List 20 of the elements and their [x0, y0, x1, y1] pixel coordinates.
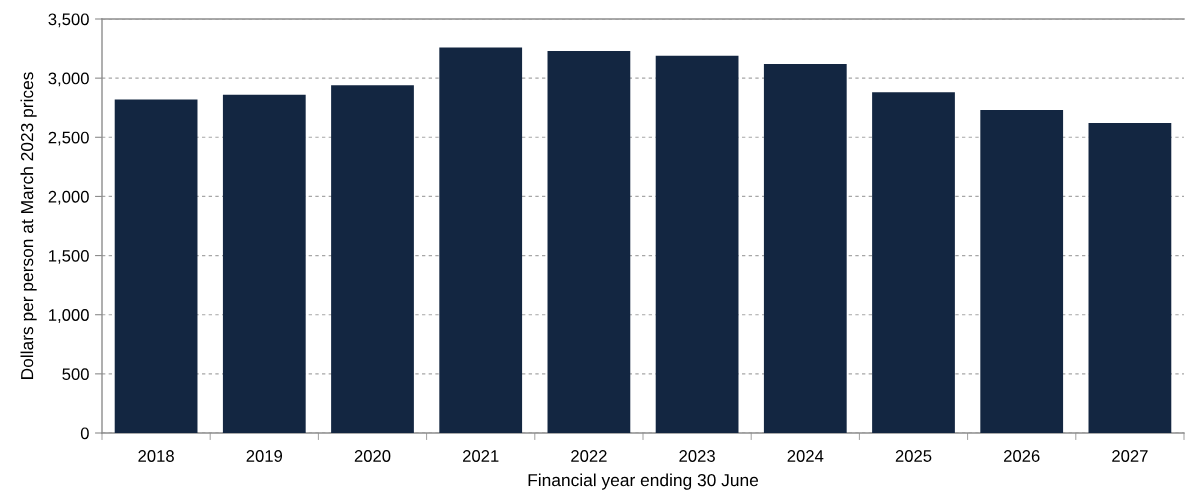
y-tick-label: 500 — [62, 368, 89, 381]
x-tick-label: 2019 — [246, 450, 283, 462]
x-tick-label: 2023 — [679, 450, 715, 462]
x-tick-label: 2021 — [463, 450, 499, 462]
x-tick-label: 2020 — [354, 450, 391, 462]
x-tick-label: 2018 — [138, 450, 174, 462]
y-tick-label: 2,500 — [48, 131, 89, 146]
y-axis-title: Dollars per person at March 2023 prices — [20, 72, 37, 379]
x-tick-label: 2027 — [1112, 450, 1148, 462]
y-tick-label: 2,000 — [48, 190, 89, 205]
y-tick-label: 3,000 — [48, 72, 89, 87]
x-axis-title: Financial year ending 30 June — [528, 473, 759, 490]
x-tick-label: 2024 — [787, 450, 824, 462]
x-tick-label: 2025 — [895, 450, 932, 462]
x-tick-label: 2026 — [1004, 450, 1040, 462]
y-tick-label: 1,500 — [49, 249, 89, 264]
x-tick-label: 2022 — [571, 450, 607, 462]
y-tick-label: 0 — [80, 427, 89, 440]
y-tick-label: 3,500 — [48, 13, 89, 28]
y-tick-label: 1,000 — [49, 309, 89, 323]
